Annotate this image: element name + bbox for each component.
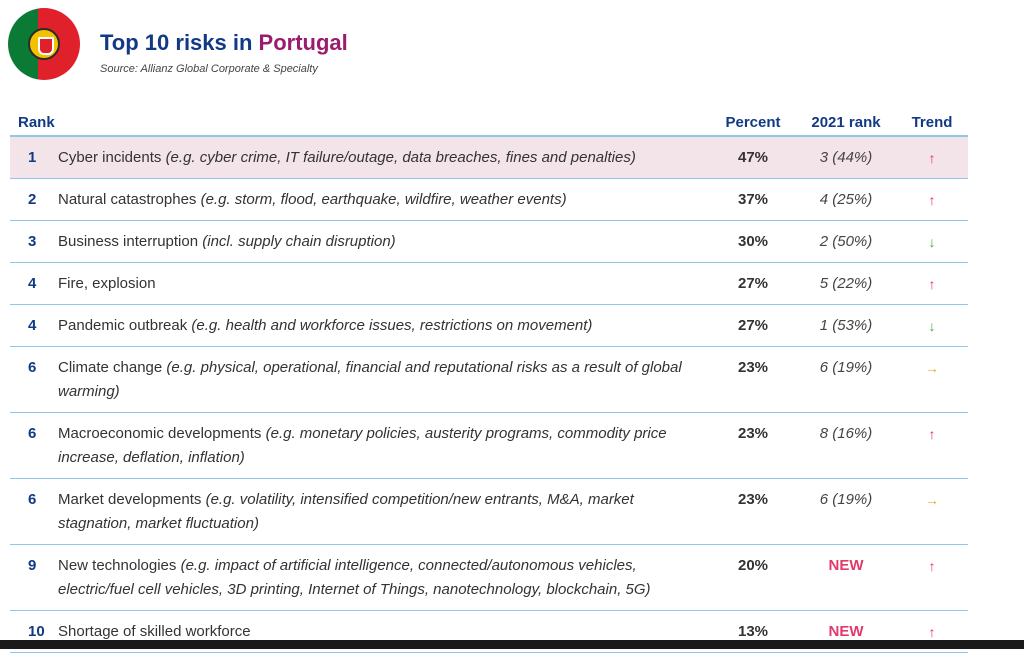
row-2021-rank: 8 (16%) <box>796 412 896 479</box>
row-2021-rank: 6 (19%) <box>796 478 896 545</box>
row-rank: 1 <box>10 136 58 179</box>
row-2021-rank: 6 (19%) <box>796 346 896 413</box>
table-body: 1 Cyber incidents (e.g. cyber crime, IT f… <box>10 136 968 653</box>
trend-flat-icon: → <box>896 346 968 413</box>
row-percent: 23% <box>710 346 796 413</box>
header-trend: Trend <box>896 108 968 137</box>
trend-up-icon: ↑ <box>896 544 968 611</box>
row-rank: 6 <box>10 412 58 479</box>
row-rank: 6 <box>10 346 58 413</box>
table-row: 6 Climate change (e.g. physical, operatio… <box>10 346 968 413</box>
row-2021-rank: 4 (25%) <box>796 178 896 221</box>
table-row: 9 New technologies (e.g. impact of artifi… <box>10 544 968 611</box>
row-rank: 2 <box>10 178 58 221</box>
row-2021-rank: 5 (22%) <box>796 262 896 305</box>
table-header-row: Rank Percent 2021 rank Trend <box>10 108 968 137</box>
risk-example: (e.g. volatility, intensified competitio… <box>58 491 634 532</box>
risk-name: New technologies <box>58 557 177 574</box>
header-rank: Rank <box>10 108 710 137</box>
header-percent: Percent <box>710 108 796 137</box>
risk-name: Fire, explosion <box>58 275 156 292</box>
table-row: 4 Pandemic outbreak (e.g. health and work… <box>10 304 968 347</box>
portugal-flag-icon <box>8 8 80 80</box>
risk-example: (e.g. health and workforce issues, restr… <box>191 317 593 334</box>
risks-table: Rank Percent 2021 rank Trend 1 Cyber inci… <box>10 108 968 653</box>
trend-up-icon: ↑ <box>896 178 968 221</box>
risk-example: (incl. supply chain disruption) <box>202 233 396 250</box>
risk-example: (e.g. cyber crime, IT failure/outage, da… <box>165 149 636 166</box>
risk-name: Business interruption <box>58 233 199 250</box>
source-note: Source: Allianz Global Corporate & Speci… <box>100 63 318 75</box>
header-2021-rank: 2021 rank <box>796 108 896 137</box>
row-risk: Market developments (e.g. volatility, in… <box>58 478 710 545</box>
table-row: 2 Natural catastrophes (e.g. storm, flood… <box>10 178 968 221</box>
row-rank: 4 <box>10 262 58 305</box>
row-risk: Macroeconomic developments (e.g. monetar… <box>58 412 710 479</box>
trend-flat-icon: → <box>896 478 968 545</box>
risk-name: Cyber incidents <box>58 149 162 166</box>
row-risk: Pandemic outbreak (e.g. health and workf… <box>58 304 710 347</box>
row-2021-rank: NEW <box>796 544 896 611</box>
row-risk: Natural catastrophes (e.g. storm, flood,… <box>58 178 710 221</box>
row-percent: 37% <box>710 178 796 221</box>
risk-example: (e.g. storm, flood, earthquake, wildfire… <box>200 191 567 208</box>
table-row: 6 Macroeconomic developments (e.g. moneta… <box>10 412 968 479</box>
row-rank: 6 <box>10 478 58 545</box>
title-country: Portugal <box>258 30 348 55</box>
trend-up-icon: ↑ <box>896 412 968 479</box>
row-2021-rank: 3 (44%) <box>796 136 896 179</box>
row-risk: Climate change (e.g. physical, operation… <box>58 346 710 413</box>
row-2021-rank: 2 (50%) <box>796 220 896 263</box>
row-rank: 4 <box>10 304 58 347</box>
row-2021-rank: 1 (53%) <box>796 304 896 347</box>
row-risk: New technologies (e.g. impact of artific… <box>58 544 710 611</box>
row-rank: 3 <box>10 220 58 263</box>
risk-example: (e.g. monetary policies, austerity progr… <box>58 425 667 466</box>
risk-name: Natural catastrophes <box>58 191 197 208</box>
row-percent: 27% <box>710 262 796 305</box>
row-percent: 20% <box>710 544 796 611</box>
row-rank: 9 <box>10 544 58 611</box>
row-percent: 27% <box>710 304 796 347</box>
row-risk: Business interruption (incl. supply chai… <box>58 220 710 263</box>
risk-example: (e.g. physical, operational, financial a… <box>58 359 682 400</box>
title-main: Top 10 risks in <box>100 30 259 55</box>
risk-name: Macroeconomic developments <box>58 425 262 442</box>
bottom-border <box>0 640 1024 649</box>
risk-name: Pandemic outbreak <box>58 317 188 334</box>
trend-down-icon: ↓ <box>896 304 968 347</box>
table-row: 4 Fire, explosion 27% 5 (22%) ↑ <box>10 262 968 305</box>
table-row: 6 Market developments (e.g. volatility, i… <box>10 478 968 545</box>
trend-up-icon: ↑ <box>896 262 968 305</box>
trend-up-icon: ↑ <box>896 136 968 179</box>
row-percent: 30% <box>710 220 796 263</box>
coat-of-arms-icon <box>28 28 60 60</box>
table-row: 3 Business interruption (incl. supply cha… <box>10 220 968 263</box>
risk-name: Shortage of skilled workforce <box>58 623 251 640</box>
page-title: Top 10 risks in Portugal <box>100 30 348 56</box>
row-risk: Cyber incidents (e.g. cyber crime, IT fa… <box>58 136 710 179</box>
risk-name: Market developments <box>58 491 202 508</box>
risk-name: Climate change <box>58 359 163 376</box>
row-risk: Fire, explosion <box>58 262 710 305</box>
row-percent: 47% <box>710 136 796 179</box>
table-row: 1 Cyber incidents (e.g. cyber crime, IT f… <box>10 136 968 179</box>
trend-down-icon: ↓ <box>896 220 968 263</box>
row-percent: 23% <box>710 412 796 479</box>
risk-example: (e.g. impact of artificial intelligence,… <box>58 557 651 598</box>
row-percent: 23% <box>710 478 796 545</box>
